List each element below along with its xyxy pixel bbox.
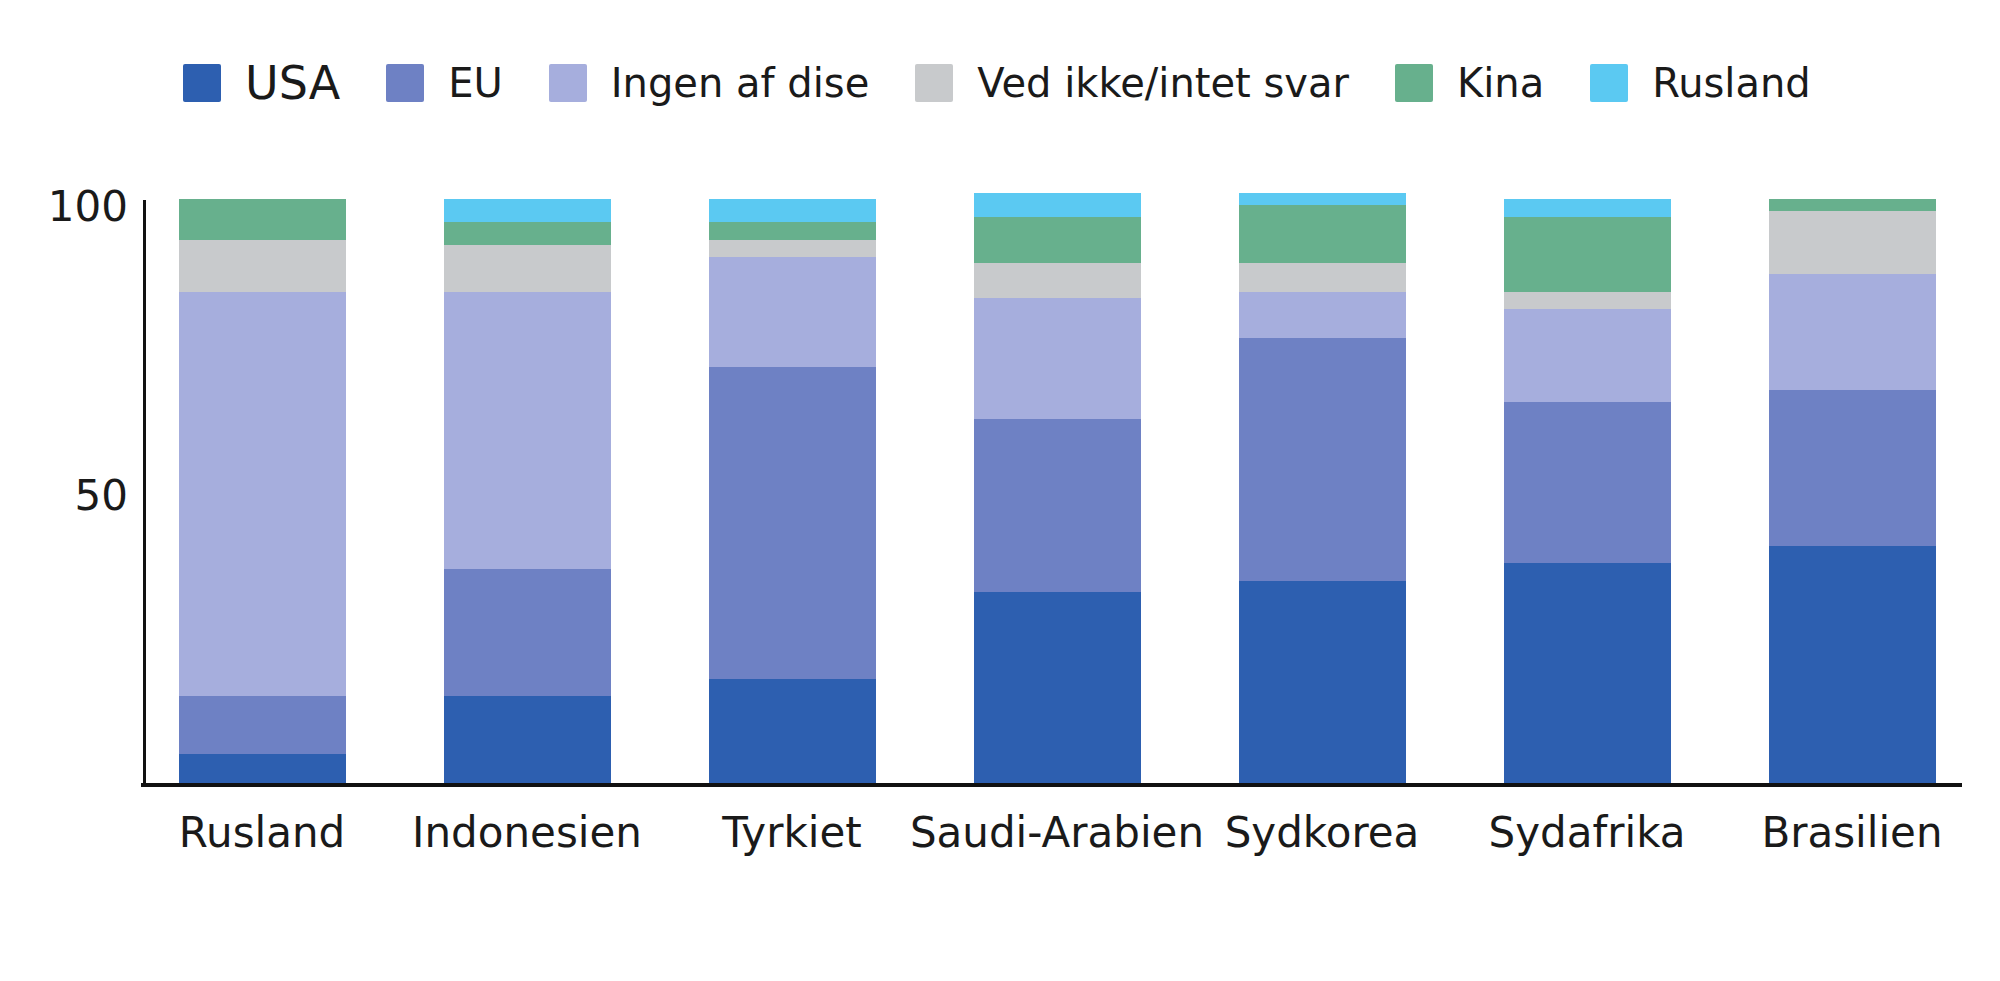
bar-segment-ved-ikke-intet-svar: [444, 245, 611, 291]
bar-indonesien: [444, 199, 611, 783]
legend-item-kina: Kina: [1395, 63, 1544, 103]
legend-label: USA: [245, 60, 340, 106]
bar-segment-ingen-af-dise: [444, 292, 611, 569]
legend-item-eu: EU: [386, 63, 503, 103]
bar-segment-usa: [974, 592, 1141, 783]
stacked-bar-chart: USA EU Ingen af dise Ved ikke/intet svar Kin…: [0, 0, 2000, 981]
bar-segment-rusland: [1239, 193, 1406, 205]
bar-segment-eu: [1239, 338, 1406, 581]
bar-segment-ved-ikke-intet-svar: [1504, 292, 1671, 309]
bar-segment-eu: [179, 696, 346, 754]
bar-tyrkiet: [709, 199, 876, 783]
bar-segment-ingen-af-dise: [1769, 274, 1936, 390]
bar-segment-ved-ikke-intet-svar: [179, 240, 346, 292]
bar-segment-ingen-af-dise: [709, 257, 876, 367]
bar-segment-rusland: [444, 199, 611, 222]
bar-segment-kina: [1504, 217, 1671, 292]
bar-segment-eu: [444, 569, 611, 696]
bar-segment-eu: [709, 367, 876, 679]
bar-segment-kina: [444, 222, 611, 245]
bar-rusland: [179, 199, 346, 783]
legend-label: EU: [448, 63, 503, 103]
legend-label: Ved ikke/intet svar: [977, 63, 1349, 103]
bar-segment-usa: [709, 679, 876, 783]
bar-segment-rusland: [709, 199, 876, 222]
legend-label: Kina: [1457, 63, 1544, 103]
legend-swatch-icon: [1395, 64, 1433, 102]
y-tick-label-50: 50: [0, 475, 128, 517]
legend-swatch-icon: [183, 64, 221, 102]
legend-item-rusland: Rusland: [1590, 63, 1811, 103]
y-axis-line: [143, 200, 146, 787]
bar-segment-eu: [1504, 402, 1671, 564]
x-axis-label-brasilien: Brasilien: [1652, 808, 2000, 858]
plot-area: [143, 150, 1960, 785]
bar-segment-ingen-af-dise: [179, 292, 346, 697]
bar-segment-usa: [1504, 563, 1671, 783]
bar-segment-kina: [1769, 199, 1936, 211]
bar-segment-ingen-af-dise: [1239, 292, 1406, 338]
bar-segment-usa: [444, 696, 611, 783]
bar-sydkorea: [1239, 193, 1406, 783]
bar-brasilien: [1769, 199, 1936, 783]
bar-segment-ved-ikke-intet-svar: [974, 263, 1141, 298]
bar-saudi-arabien: [974, 193, 1141, 783]
y-tick-label-100: 100: [0, 186, 128, 228]
bar-segment-ved-ikke-intet-svar: [709, 240, 876, 257]
bar-segment-kina: [179, 199, 346, 239]
bar-segment-ved-ikke-intet-svar: [1769, 211, 1936, 275]
bar-segment-eu: [1769, 390, 1936, 546]
legend-label: Ingen af dise: [611, 63, 869, 103]
legend-swatch-icon: [386, 64, 424, 102]
bar-segment-rusland: [1504, 199, 1671, 216]
bar-segment-ingen-af-dise: [1504, 309, 1671, 401]
legend-label: Rusland: [1652, 63, 1811, 103]
bar-segment-usa: [1239, 581, 1406, 783]
bar-segment-kina: [1239, 205, 1406, 263]
bar-segment-kina: [709, 222, 876, 239]
legend-item-ved-ikke-intet-svar: Ved ikke/intet svar: [915, 63, 1349, 103]
legend-swatch-icon: [915, 64, 953, 102]
bar-segment-usa: [179, 754, 346, 783]
legend-swatch-icon: [549, 64, 587, 102]
legend-swatch-icon: [1590, 64, 1628, 102]
x-axis-line: [141, 783, 1962, 787]
bar-segment-ved-ikke-intet-svar: [1239, 263, 1406, 292]
legend-item-usa: USA: [183, 60, 340, 106]
bar-segment-eu: [974, 419, 1141, 592]
bar-segment-ingen-af-dise: [974, 298, 1141, 419]
bar-segment-rusland: [974, 193, 1141, 216]
bar-segment-usa: [1769, 546, 1936, 783]
bar-segment-kina: [974, 217, 1141, 263]
bar-sydafrika: [1504, 199, 1671, 783]
legend-item-ingen-af-dise: Ingen af dise: [549, 63, 869, 103]
legend: USA EU Ingen af dise Ved ikke/intet svar Kin…: [183, 60, 1811, 106]
